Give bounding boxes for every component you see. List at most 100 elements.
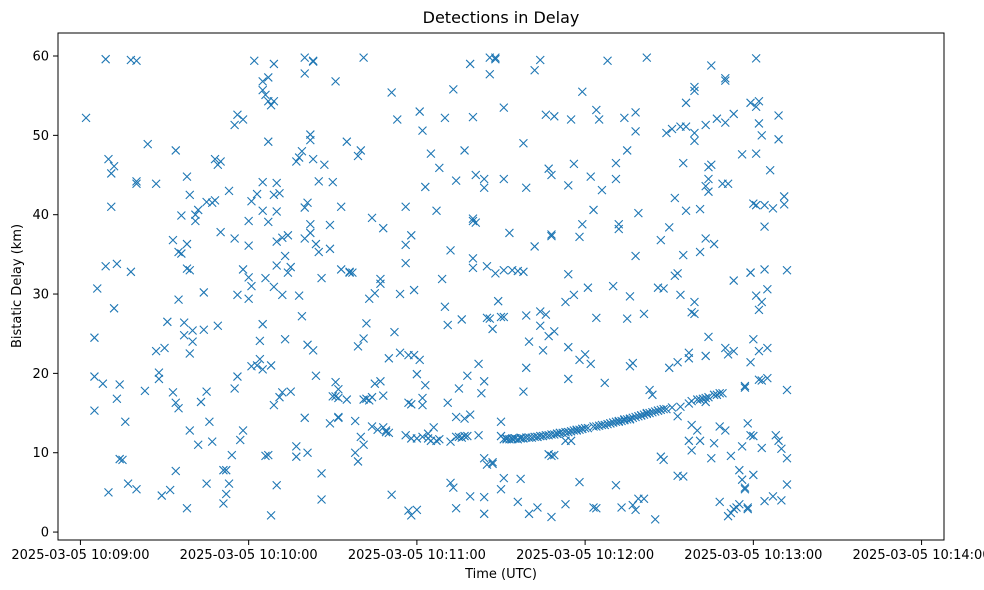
data-point-marker — [336, 202, 346, 212]
data-point-marker — [779, 192, 789, 201]
data-point-marker — [622, 146, 632, 155]
data-point-marker — [760, 200, 769, 210]
data-point-marker — [737, 441, 747, 451]
data-point-marker — [404, 506, 413, 516]
data-point-marker — [370, 379, 380, 389]
data-point-marker — [706, 61, 716, 70]
data-point-marker — [367, 392, 377, 402]
data-point-marker — [269, 96, 279, 106]
data-point-marker — [418, 432, 427, 442]
data-point-marker — [196, 397, 206, 407]
data-point-marker — [519, 267, 528, 277]
data-point-marker — [446, 246, 455, 255]
data-point-marker — [118, 455, 127, 465]
data-point-marker — [479, 376, 489, 386]
data-point-marker — [737, 475, 747, 485]
data-point-marker — [317, 468, 326, 478]
data-point-marker — [362, 319, 371, 328]
data-point-marker — [92, 284, 102, 293]
data-point-marker — [687, 445, 697, 455]
data-point-marker — [392, 115, 402, 124]
data-point-marker — [754, 119, 764, 128]
data-point-marker — [112, 394, 122, 404]
data-point-marker — [547, 451, 556, 461]
data-point-marker — [126, 267, 136, 277]
data-point-marker — [695, 395, 705, 404]
data-point-marker — [695, 204, 705, 214]
data-point-marker — [468, 112, 478, 122]
data-point-marker — [580, 349, 590, 359]
data-point-marker — [224, 186, 234, 196]
data-point-marker — [230, 234, 240, 243]
data-point-marker — [263, 137, 273, 147]
data-point-marker — [566, 436, 576, 446]
data-point-marker — [106, 202, 116, 212]
data-point-marker — [401, 430, 411, 440]
data-point-marker — [457, 433, 467, 443]
data-point-marker — [269, 190, 279, 200]
data-point-marker — [586, 172, 596, 181]
data-point-marker — [426, 149, 436, 158]
data-point-marker — [440, 113, 450, 123]
data-point-marker — [547, 231, 556, 241]
data-point-marker — [162, 317, 172, 327]
data-point-marker — [633, 411, 643, 421]
data-point-marker — [255, 336, 265, 346]
data-point-marker — [291, 452, 301, 462]
data-point-marker — [709, 438, 719, 448]
data-point-marker — [331, 77, 340, 86]
data-point-marker — [751, 200, 761, 210]
data-point-marker — [182, 503, 192, 513]
data-point-marker — [115, 380, 125, 389]
data-point-marker — [384, 428, 394, 438]
data-point-marker — [608, 281, 618, 291]
data-point-marker — [275, 392, 284, 402]
data-point-marker — [650, 514, 660, 524]
data-point-marker — [297, 311, 307, 321]
data-point-marker — [491, 269, 500, 278]
data-point-marker — [168, 235, 178, 245]
data-point-marker — [317, 273, 326, 283]
data-point-marker — [659, 404, 669, 414]
data-point-marker — [244, 272, 254, 282]
data-point-marker — [748, 470, 758, 480]
data-point-marker — [499, 312, 509, 322]
data-point-marker — [648, 390, 657, 400]
data-point-marker — [690, 128, 699, 138]
data-point-marker — [202, 387, 211, 397]
y-tick-label: 60 — [32, 50, 49, 65]
data-point-marker — [277, 233, 287, 243]
data-point-marker — [690, 297, 699, 307]
data-point-marker — [376, 279, 385, 289]
data-point-marker — [768, 203, 778, 213]
data-point-marker — [199, 325, 209, 335]
data-point-marker — [303, 198, 312, 208]
data-point-marker — [639, 309, 649, 319]
data-point-marker — [611, 480, 621, 490]
data-point-marker — [544, 164, 554, 174]
data-point-marker — [746, 98, 755, 108]
data-point-marker — [603, 419, 612, 429]
data-point-marker — [468, 263, 478, 273]
data-point-marker — [762, 373, 772, 383]
x-tick-label: 2025-03-05 10:13:00 — [684, 548, 822, 563]
data-point-marker — [219, 499, 228, 508]
data-point-marker — [521, 311, 531, 320]
data-point-marker — [760, 222, 769, 231]
data-point-marker — [476, 388, 486, 398]
data-point-marker — [404, 398, 413, 408]
data-point-marker — [460, 146, 469, 155]
data-point-marker — [474, 359, 483, 369]
data-point-marker — [373, 425, 383, 435]
data-point-marker — [519, 387, 528, 397]
data-point-marker — [263, 450, 273, 460]
data-point-marker — [415, 107, 425, 116]
data-point-marker — [723, 349, 733, 359]
data-point-marker — [631, 126, 640, 136]
data-point-marker — [188, 337, 197, 347]
data-point-marker — [132, 176, 141, 186]
data-point-marker — [673, 269, 683, 278]
data-point-marker — [673, 411, 683, 421]
